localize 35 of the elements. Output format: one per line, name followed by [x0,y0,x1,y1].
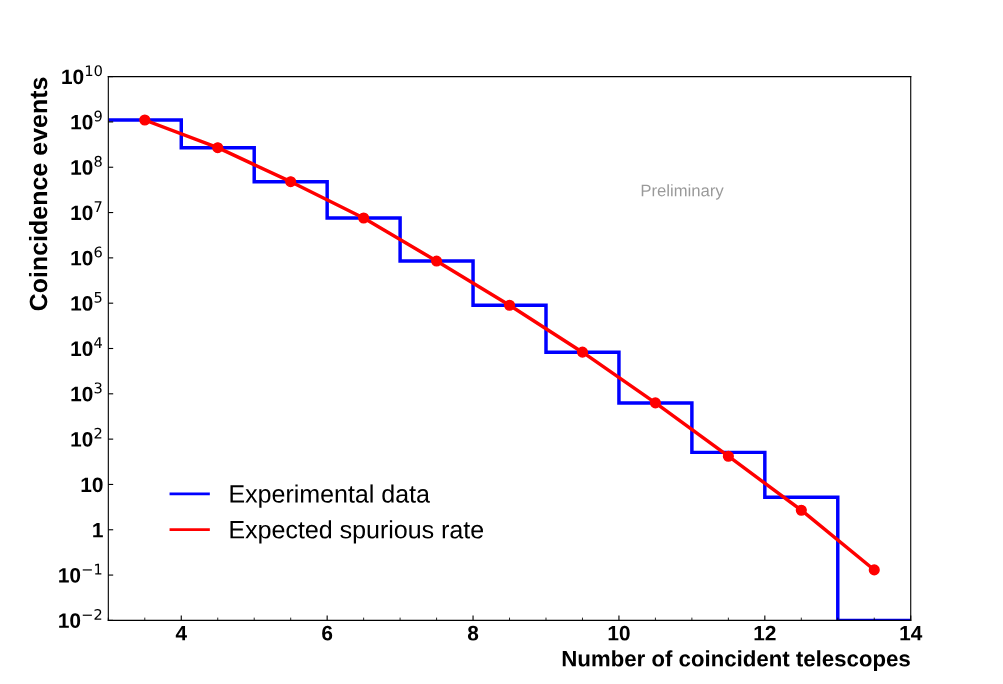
y-tick-label: 10$^{−2}$ [59,608,102,628]
x-tick-label: 12 [754,625,776,641]
y-axis-title: Coincidence events [28,77,48,311]
point [358,212,370,224]
y-tick-label: 10 [81,477,103,493]
point [503,299,516,311]
y-tick-label: 10$^{−1}$ [59,563,102,583]
x-tick-label: 14 [900,626,923,641]
legend-label: Expected spurious rate [230,520,484,544]
x-tick-label: 10 [608,625,630,641]
y-tick-label: 10$^{9}$ [71,110,102,130]
y-tick-label: 10$^{7}$ [71,201,102,221]
y-tick-label: 10$^{10}$ [62,65,102,85]
x-axis-title: Number of coincident telescopes [562,650,910,671]
point [212,142,224,154]
point [431,255,443,267]
annotation: Preliminary [641,184,724,200]
y-tick-label: 10$^{6}$ [71,246,102,266]
point [649,397,661,409]
y-tick-label: 10$^{5}$ [71,291,102,311]
x-tick-label: 4 [175,626,187,641]
point [139,114,151,126]
y-tick-label: 10$^{2}$ [71,427,102,447]
point [576,346,589,358]
x-tick-label: 6 [322,625,333,641]
y-tick-label: 10$^{3}$ [71,382,102,402]
legend-label: Experimental data [230,484,430,508]
y-tick-label: 10$^{8}$ [71,155,102,175]
point [285,176,297,188]
y-tick-label: 10$^{4}$ [71,337,102,357]
x-tick-label: 8 [467,625,479,641]
point [722,450,734,462]
y-tick-label: 1 [93,522,103,538]
point [795,504,807,516]
point [868,564,880,576]
